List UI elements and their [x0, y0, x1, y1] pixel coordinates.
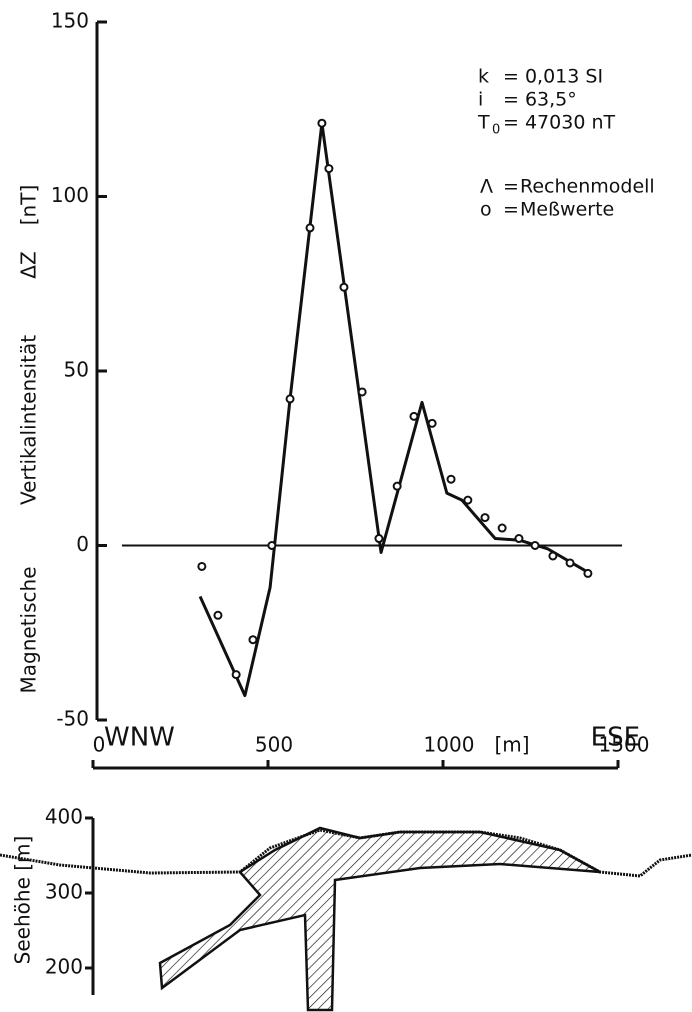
y-tick-label: 50 [64, 358, 89, 382]
y-tick-label: 100 [51, 183, 89, 207]
y-axis-label: Vertikalintensität [17, 335, 41, 505]
y-tick-label: -50 [56, 707, 89, 731]
legend-symbol: o [480, 199, 492, 221]
legend-symbol: Λ [480, 176, 493, 198]
measurement-point [392, 481, 402, 491]
measurement-point [565, 558, 575, 568]
x-tick-label: 0 [93, 733, 106, 757]
measurement-point [427, 418, 437, 428]
measurement-point [317, 118, 327, 128]
measurement-point [231, 670, 241, 680]
y-tick-label: 400 [45, 805, 83, 829]
measurement-point [497, 523, 507, 533]
measurement-point [530, 541, 540, 550]
geological-section [0, 826, 692, 1012]
measurement-point [213, 610, 223, 620]
parameter-text: = 47030 nT [503, 112, 615, 134]
measurement-point [583, 568, 593, 578]
measurement-point [324, 164, 334, 174]
measurement-point [374, 534, 384, 544]
y-axis-label: Seehöhe [m] [11, 836, 35, 965]
measurement-point [548, 551, 558, 561]
y-axis-label: Magnetische [17, 567, 41, 694]
parameter-symbol: k [478, 66, 489, 88]
magnetic-body [158, 826, 601, 1012]
direction-label: WNW [104, 723, 175, 753]
y-tick-label: 0 [76, 532, 89, 556]
legend-label: Meßwerte [520, 199, 614, 221]
legend-label: Rechenmodell [520, 176, 655, 198]
x-axis-label: [m] [494, 733, 529, 757]
measurement-point [480, 513, 490, 523]
y-axis-label: [nT] [17, 185, 41, 226]
parameter-symbol: T [477, 112, 490, 134]
parameter-symbol: i [478, 89, 483, 111]
measurement-point [248, 635, 258, 645]
measurement-point [197, 561, 207, 571]
measurement-point [514, 534, 524, 544]
x-tick-label: 1000 [424, 733, 475, 757]
direction-label: ESE [591, 723, 640, 753]
measurement-point [357, 387, 367, 397]
parameter-text: = 0,013 SI [503, 66, 603, 88]
measurement-point [463, 495, 473, 505]
legend-separator: = [503, 176, 519, 198]
measurement-point [267, 541, 277, 550]
measurement-point [446, 474, 456, 484]
parameter-subscript: 0 [492, 123, 500, 138]
y-axis-label: ΔZ [17, 251, 41, 278]
x-tick-label: 500 [255, 733, 293, 757]
measurement-point [409, 411, 419, 421]
legend-separator: = [503, 199, 519, 221]
y-tick-label: 300 [45, 880, 83, 904]
measurement-point [305, 223, 315, 233]
y-tick-label: 200 [45, 955, 83, 979]
terrain-line [0, 828, 692, 878]
x-tick-label: 1500 [599, 733, 650, 757]
measurement-point [339, 282, 349, 292]
parameter-text: = 63,5° [503, 89, 577, 111]
y-tick-label: 150 [51, 9, 89, 33]
measurement-point [285, 394, 295, 404]
